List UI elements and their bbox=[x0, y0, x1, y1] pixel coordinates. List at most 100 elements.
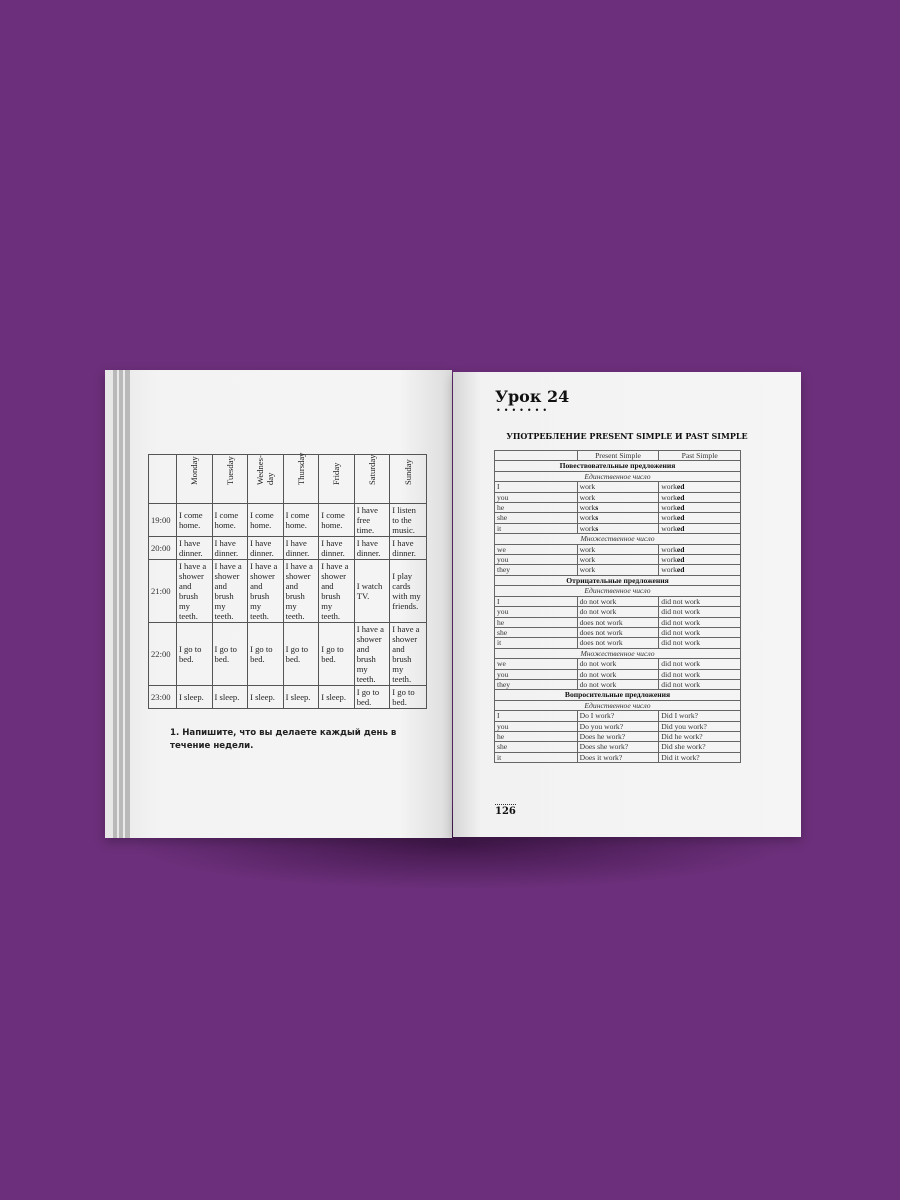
activity-cell: I go to bed. bbox=[176, 622, 213, 686]
title-dots: ••••••• bbox=[496, 406, 551, 415]
past-simple-cell: worked bbox=[658, 522, 741, 535]
schedule-row: 22:00 I go to bed. I go to bed. I go to bed… bbox=[148, 622, 427, 686]
grammatical-number-label: Множественное число bbox=[494, 533, 741, 545]
verb-base: does not work bbox=[579, 627, 623, 637]
past-simple-cell: worked bbox=[658, 491, 741, 504]
verb-base: Does she work? bbox=[579, 742, 629, 752]
day-label: Saturday bbox=[367, 454, 377, 485]
column-header bbox=[494, 449, 578, 462]
day-label: Thursday bbox=[295, 452, 306, 485]
pronoun-cell: we bbox=[494, 658, 578, 670]
number-row: Единственное число bbox=[494, 699, 741, 712]
verb-base: work bbox=[661, 565, 677, 575]
number-row: Множественное число bbox=[494, 533, 741, 545]
activity-cell: I have a shower and brush my teeth. bbox=[318, 559, 355, 623]
pronoun-cell: it bbox=[494, 637, 578, 649]
pronoun-cell: they bbox=[494, 564, 578, 576]
verb-base: do not work bbox=[579, 596, 617, 606]
activity-cell: I go to bed. bbox=[318, 622, 355, 686]
activity-cell: I have dinner. bbox=[211, 536, 249, 560]
verb-base: Do you work? bbox=[579, 721, 624, 731]
pronoun-cell: she bbox=[494, 626, 578, 639]
past-simple-cell: did not work bbox=[658, 668, 741, 680]
schedule-row: 23:00 I sleep. I sleep. I sleep. I sleep. I s… bbox=[148, 685, 427, 709]
left-page: Monday Tuesday Wednes- day Thursday Friday Sa… bbox=[105, 370, 452, 838]
activity-cell: I have a shower and brush my teeth. bbox=[282, 559, 320, 623]
day-header: Saturday bbox=[353, 454, 391, 504]
pronoun-cell: I bbox=[494, 595, 578, 608]
verb-base: work bbox=[579, 513, 596, 523]
conjugation-row: it works worked bbox=[494, 522, 741, 535]
verb-base: did not work bbox=[661, 607, 701, 617]
verb-base: Did I work? bbox=[661, 711, 698, 721]
pronoun-cell: it bbox=[494, 522, 578, 535]
verb-ending: ed bbox=[676, 482, 685, 492]
activity-cell: I have a shower and brush my teeth. bbox=[389, 622, 427, 686]
verb-ending: ed bbox=[676, 503, 685, 513]
activity-cell: I listen to the music. bbox=[389, 503, 427, 537]
activity-cell: I have free time. bbox=[353, 503, 391, 537]
verb-base: Does he work? bbox=[579, 731, 626, 741]
verb-base: Did she work? bbox=[661, 742, 706, 752]
schedule-row: 20:00 I have dinner. I have dinner. I have … bbox=[148, 536, 427, 560]
verb-base: work bbox=[579, 492, 596, 502]
present-simple-cell: do not work bbox=[576, 595, 660, 608]
schedule-row: 21:00 I have a shower and brush my teeth.… bbox=[148, 559, 427, 623]
number-row: Множественное число bbox=[494, 647, 741, 660]
schedule-header-row: Monday Tuesday Wednes- day Thursday Friday Sa… bbox=[148, 452, 427, 504]
present-simple-cell: do not work bbox=[576, 678, 660, 691]
day-header: Sunday bbox=[389, 454, 427, 504]
verb-base: did not work bbox=[661, 617, 701, 627]
verb-ending: s bbox=[595, 513, 599, 523]
verb-base: work bbox=[661, 503, 677, 513]
past-simple-cell: worked bbox=[658, 481, 741, 493]
past-simple-cell: did not work bbox=[658, 595, 741, 608]
page-number: 126 bbox=[495, 804, 516, 817]
past-simple-cell: did not work bbox=[658, 616, 741, 628]
verb-ending: ed bbox=[676, 492, 685, 502]
pronoun-cell: it bbox=[494, 751, 578, 764]
section-row: Вопросительные предложения bbox=[494, 689, 741, 701]
verb-base: work bbox=[661, 544, 677, 554]
present-simple-cell: work bbox=[576, 491, 660, 504]
grammar-heading: УПОТРЕБЛЕНИЕ PRESENT SIMPLE И PAST SIMPL… bbox=[506, 431, 748, 441]
present-simple-cell: Do you work? bbox=[576, 720, 660, 732]
verb-base: work bbox=[579, 544, 596, 554]
activity-cell: I come home. bbox=[282, 503, 320, 537]
activity-cell: I play cards with my friends. bbox=[389, 559, 427, 623]
time-cell: 22:00 bbox=[148, 622, 177, 686]
verb-ending: ed bbox=[676, 523, 685, 533]
verb-base: did not work bbox=[661, 638, 701, 648]
pronoun-cell: I bbox=[494, 710, 578, 722]
activity-cell: I have a shower and brush my teeth. bbox=[176, 559, 213, 623]
conjugation-row: he does not work did not work bbox=[494, 616, 741, 628]
conjugation-row: they do not work did not work bbox=[494, 678, 741, 691]
verb-base: does not work bbox=[579, 638, 623, 648]
pronoun-cell: they bbox=[494, 678, 578, 691]
verb-ending: s bbox=[595, 523, 599, 533]
verb-base: work bbox=[579, 565, 596, 575]
present-simple-cell: Do I work? bbox=[576, 710, 660, 722]
day-header: Friday bbox=[318, 454, 355, 504]
activity-cell: I come home. bbox=[211, 503, 249, 537]
conjugation-row: he Does he work? Did he work? bbox=[494, 730, 741, 743]
verb-base: Did you work? bbox=[661, 721, 707, 731]
present-simple-cell: Does he work? bbox=[576, 730, 660, 743]
activity-cell: I come home. bbox=[318, 503, 355, 537]
section-title: Повествовательные предложения bbox=[494, 460, 741, 472]
grammatical-number-label: Единственное число bbox=[494, 585, 741, 597]
pronoun-cell: he bbox=[494, 616, 578, 628]
activity-cell: I go to bed. bbox=[247, 622, 284, 686]
past-simple-cell: did not work bbox=[658, 606, 741, 618]
activity-cell: I go to bed. bbox=[211, 622, 249, 686]
conjugation-row: he works worked bbox=[494, 502, 741, 514]
grammar-header-row: Present Simple Past Simple bbox=[494, 449, 741, 462]
verb-ending: s bbox=[595, 503, 599, 513]
verb-base: Did it work? bbox=[661, 752, 700, 762]
past-simple-cell: did not work bbox=[658, 637, 741, 649]
verb-ending: ed bbox=[676, 565, 685, 575]
activity-cell: I have a shower and brush my teeth. bbox=[247, 559, 284, 623]
day-label: Monday bbox=[189, 456, 200, 485]
time-cell: 23:00 bbox=[148, 685, 177, 709]
